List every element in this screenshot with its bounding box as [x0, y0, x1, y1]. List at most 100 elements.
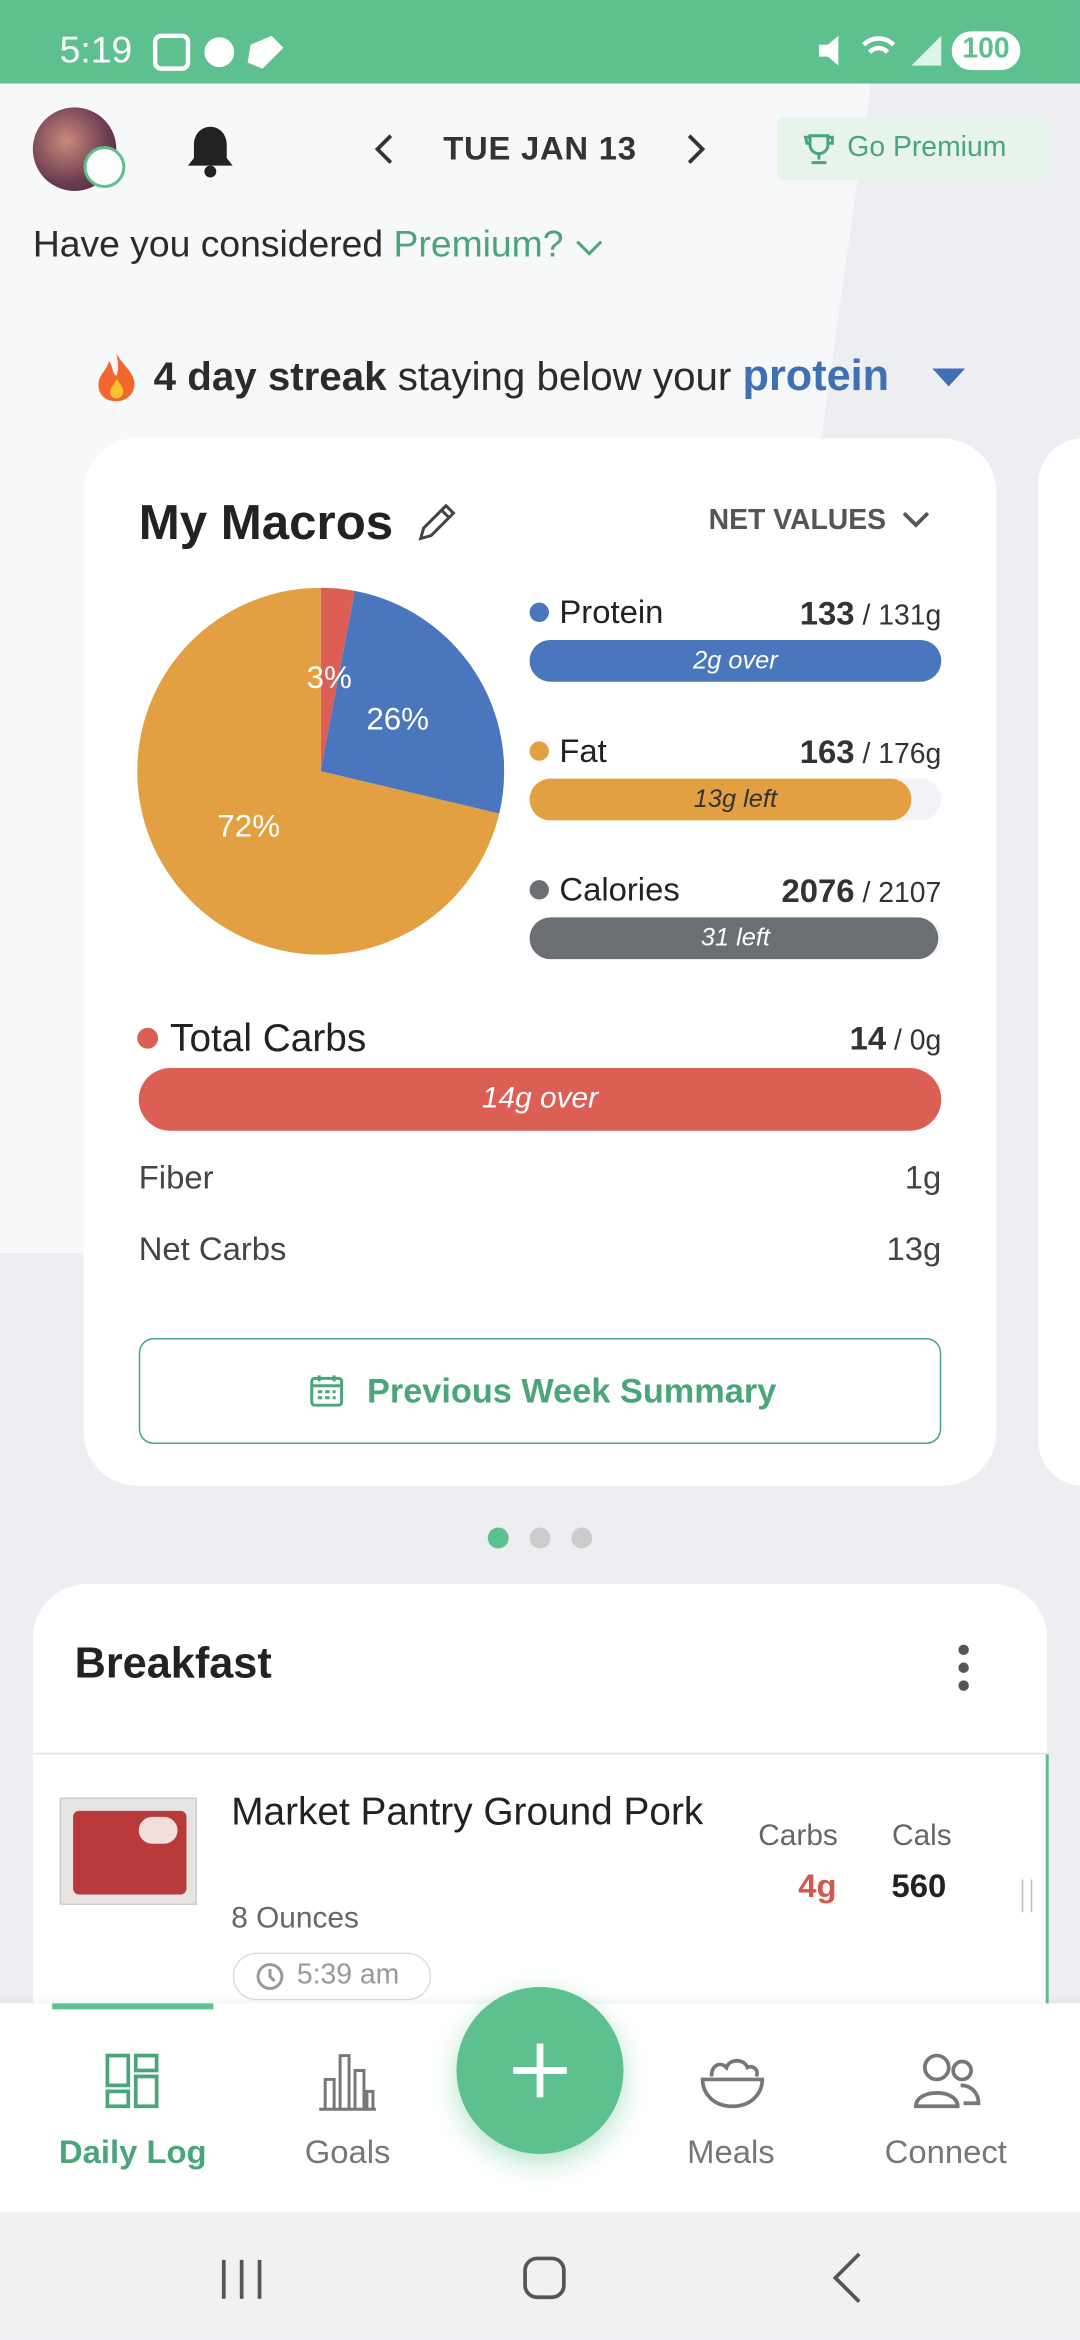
goals-icon[interactable] — [316, 2050, 379, 2113]
drag-handle[interactable] — [1021, 1879, 1033, 1913]
chevron[interactable] — [901, 510, 931, 531]
macro-bar — [529, 917, 939, 960]
streak-dropdown[interactable] — [931, 367, 967, 388]
nav-label[interactable]: Meals — [687, 2133, 775, 2171]
carbs-value: 14 — [849, 1019, 887, 1058]
streak-text: 4 day streak staying below your protein — [154, 351, 889, 403]
carbs-amount: 14 / 0g — [850, 1020, 942, 1060]
net-carbs-value: 13g — [886, 1230, 942, 1268]
food-serving: 8 Ounces — [231, 1901, 359, 1935]
chevron — [575, 240, 602, 256]
macro-track: 2g over — [529, 639, 942, 682]
row-edge — [1045, 1754, 1048, 2008]
carbs-col-label: Carbs — [758, 1819, 838, 1853]
macro-value: 163 — [799, 733, 855, 771]
go-premium-text[interactable]: Go Premium — [847, 132, 1007, 164]
macro-bar — [529, 778, 912, 821]
food-cals: 560 — [891, 1867, 947, 1905]
carbs-dot — [137, 1027, 159, 1049]
connect-icon[interactable] — [913, 2053, 982, 2110]
summary-button-text[interactable]: Previous Week Summary — [366, 1371, 777, 1410]
system-nav — [0, 2212, 1080, 2339]
macros-title: My Macros — [138, 494, 394, 550]
fiber-label: Fiber — [138, 1158, 214, 1197]
meals-icon[interactable] — [700, 2056, 766, 2110]
macro-amount: 163 / 176g — [800, 733, 941, 773]
food-image — [59, 1797, 197, 1905]
pie-label: 72% — [217, 808, 280, 843]
macro-target: / 176g — [862, 739, 942, 771]
macro-track: 31 left — [529, 917, 942, 960]
pie-slice — [320, 587, 355, 772]
macro-name: Fat — [559, 732, 607, 770]
macro-status: 2g over — [693, 645, 778, 675]
plus-icon[interactable] — [510, 2041, 570, 2101]
calendar-icon — [310, 1375, 344, 1407]
streak-count: 4 day streak — [153, 354, 387, 400]
premium-prompt[interactable]: Have you considered Premium? — [33, 222, 604, 267]
streak-nutrient[interactable]: protein — [742, 352, 890, 401]
carbs-target: / 0g — [893, 1025, 942, 1058]
date-label: TUE JAN 13 — [443, 129, 637, 167]
date-arrows[interactable] — [370, 131, 713, 167]
net-values-toggle[interactable]: NET VALUES — [708, 505, 887, 537]
net-carbs-label: Net Carbs — [138, 1230, 287, 1268]
edit-icon[interactable] — [415, 500, 457, 545]
nav-label[interactable]: Connect — [884, 2133, 1007, 2171]
prompt-text: Have you considered — [32, 223, 384, 266]
pie-slice — [137, 587, 500, 955]
carbs-bar: 14g over — [138, 1068, 942, 1131]
macro-status: 31 left — [700, 923, 770, 952]
macro-value: 2076 — [781, 872, 855, 910]
nav-indicator — [52, 2003, 214, 2010]
macro-dot — [529, 602, 549, 623]
next-card-peek — [1038, 438, 1080, 1486]
settings-badge[interactable] — [83, 146, 126, 188]
more-icon[interactable] — [952, 1644, 976, 1692]
carbs-name: Total Carbs — [170, 1014, 367, 1060]
macro-target: / 131g — [862, 600, 942, 632]
clock-icon — [256, 1963, 284, 1990]
food-carbs: 4g — [798, 1867, 837, 1905]
daily-log-icon[interactable] — [104, 2053, 161, 2110]
pie-label: 26% — [366, 702, 429, 737]
trophy-icon — [803, 134, 834, 165]
macro-dot — [529, 741, 549, 761]
macro-track: 13g left — [529, 778, 942, 821]
page-dots — [487, 1527, 593, 1549]
nav-label[interactable]: Goals — [304, 2133, 391, 2171]
food-name[interactable]: Market Pantry Ground Pork — [231, 1788, 704, 1834]
divider — [32, 1752, 1048, 1755]
time-pill — [232, 1952, 432, 2001]
macro-amount: 133 / 131g — [800, 595, 941, 635]
macro-name: Protein — [559, 593, 664, 631]
macro-pie-chart: 3% 26% 72% — [137, 587, 505, 955]
macro-dot — [529, 880, 549, 900]
status-icons-right — [818, 35, 942, 66]
status-icons — [152, 33, 284, 71]
system-nav-buttons[interactable] — [209, 2245, 880, 2308]
flame-icon — [98, 353, 135, 402]
food-time: 5:39 am — [296, 1959, 400, 1991]
macro-amount: 2076 / 2107 — [782, 872, 942, 912]
battery-level: 100 — [962, 33, 1010, 66]
streak-middle: staying below your — [397, 354, 732, 400]
go-premium-button[interactable] — [777, 117, 1049, 181]
cals-col-label: Cals — [892, 1819, 952, 1853]
macro-bar — [529, 639, 942, 682]
prompt-link[interactable]: Premium? — [393, 223, 564, 266]
macro-target: / 2107 — [862, 878, 942, 910]
pie-slice — [320, 590, 505, 814]
carbs-status: 14g over — [481, 1082, 599, 1116]
meal-card — [32, 1584, 1048, 2062]
pie-label: 3% — [307, 660, 352, 695]
status-time: 5:19 — [59, 29, 133, 72]
nav-label[interactable]: Daily Log — [58, 2133, 207, 2171]
summary-button[interactable] — [138, 1338, 942, 1444]
bell-icon[interactable] — [185, 122, 236, 179]
macro-status: 13g left — [693, 784, 777, 813]
macro-name: Calories — [559, 870, 680, 909]
battery — [951, 31, 1021, 71]
